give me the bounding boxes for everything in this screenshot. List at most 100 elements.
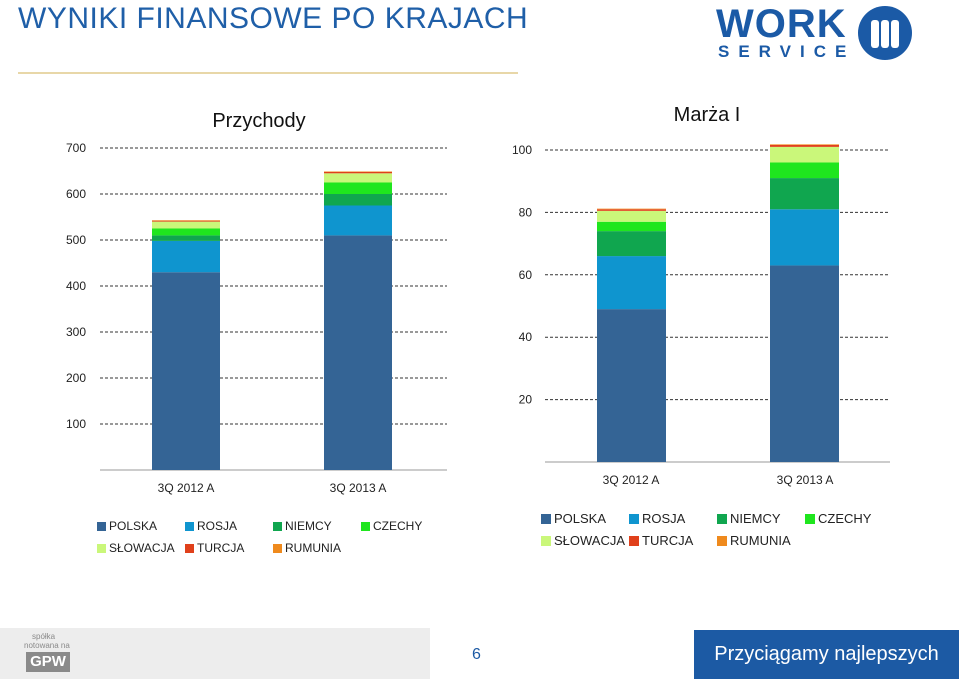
legend-item-polska: POLSKA xyxy=(97,519,157,533)
y-tick-label: 100 xyxy=(66,417,86,431)
legend-item-turcja: TURCJA xyxy=(629,533,693,548)
bar-segment-niemcy xyxy=(152,235,220,241)
bar-segment-turcja xyxy=(152,220,220,222)
bar-segment-polska xyxy=(597,309,666,462)
y-tick-label: 100 xyxy=(512,143,532,157)
legend-swatch xyxy=(185,544,194,553)
x-tick-label: 3Q 2013 A xyxy=(777,473,834,487)
legend-swatch xyxy=(273,544,282,553)
y-tick-label: 80 xyxy=(519,205,533,219)
y-tick-label: 20 xyxy=(519,393,533,407)
legend-swatch xyxy=(361,522,370,531)
chart-title: Marża I xyxy=(674,104,741,126)
y-tick-label: 500 xyxy=(66,233,86,247)
bar-segment-rumunia xyxy=(597,208,666,210)
legend-swatch xyxy=(273,522,282,531)
bar-segment-turcja xyxy=(770,145,839,147)
legend-swatch xyxy=(717,536,727,546)
bar-segment-turcja xyxy=(324,171,392,174)
legend-swatch xyxy=(185,522,194,531)
bar-segment-niemcy xyxy=(770,178,839,210)
legend-item-rumunia: RUMUNIA xyxy=(717,533,791,548)
legend-label: POLSKA xyxy=(554,511,607,526)
logo-text-work: WORK xyxy=(716,2,847,46)
bar-segment-niemcy xyxy=(324,194,392,206)
work-service-logo: WORK SERVICE xyxy=(716,4,916,64)
bar-segment-turcja xyxy=(597,209,666,211)
legend-swatch xyxy=(717,514,727,524)
bar-segment-słowacja xyxy=(152,221,220,229)
y-tick-label: 60 xyxy=(519,268,533,282)
bar-segment-słowacja xyxy=(597,210,666,222)
bar-segment-rosja xyxy=(152,240,220,273)
x-tick-label: 3Q 2013 A xyxy=(330,481,387,495)
legend-label: ROSJA xyxy=(197,519,238,533)
bar-segment-polska xyxy=(324,235,392,470)
legend-swatch xyxy=(97,544,106,553)
y-tick-label: 600 xyxy=(66,187,86,201)
legend-swatch xyxy=(541,514,551,524)
page-number: 6 xyxy=(472,646,481,663)
legend-label: CZECHY xyxy=(373,519,423,533)
bar-segment-niemcy xyxy=(597,231,666,257)
legend-label: POLSKA xyxy=(109,519,158,533)
title-underline xyxy=(18,72,518,74)
legend-label: CZECHY xyxy=(818,511,872,526)
legend-swatch xyxy=(805,514,815,524)
legend-item-czechy: CZECHY xyxy=(805,511,871,526)
legend-item-niemcy: NIEMCY xyxy=(273,519,332,533)
bar-segment-czechy xyxy=(597,221,666,232)
gpw-badge: spółka notowana na GPW xyxy=(22,632,74,676)
badge-line1: spółka xyxy=(32,632,56,641)
bar-segment-słowacja xyxy=(770,146,839,163)
legend-item-słowacja: SŁOWACJA xyxy=(97,541,175,555)
logo-text-service: SERVICE xyxy=(718,42,856,61)
bar-segment-rumunia xyxy=(324,171,392,172)
x-tick-label: 3Q 2012 A xyxy=(603,473,660,487)
bar-segment-czechy xyxy=(770,162,839,179)
legend-swatch xyxy=(541,536,551,546)
bar-segment-rosja xyxy=(324,205,392,236)
legend-label: RUMUNIA xyxy=(730,533,791,548)
legend-item-rosja: ROSJA xyxy=(185,519,237,533)
legend-swatch xyxy=(629,536,639,546)
badge-gpw: GPW xyxy=(26,652,70,672)
charts-canvas: Przychody 100 200 300 400 500 600 700 3Q 2012 A 3… xyxy=(66,104,890,495)
bar-segment-polska xyxy=(770,265,839,462)
legend-label: TURCJA xyxy=(197,541,245,555)
bar-segment-rumunia xyxy=(152,220,220,221)
legend-item-polska: POLSKA xyxy=(541,511,606,526)
y-tick-label: 200 xyxy=(66,371,86,385)
legend-marza: POLSKA ROSJA NIEMCY CZECHY SŁOWACJA TURCJA RUM… xyxy=(541,511,901,561)
legend-label: TURCJA xyxy=(642,533,694,548)
legend-label: RUMUNIA xyxy=(285,541,341,555)
page-title: WYNIKI FINANSOWE PO KRAJACH xyxy=(18,2,529,35)
y-tick-label: 400 xyxy=(66,279,86,293)
legend-item-słowacja: SŁOWACJA xyxy=(541,533,625,548)
legend-label: NIEMCY xyxy=(730,511,781,526)
legend-label: NIEMCY xyxy=(285,519,332,533)
y-tick-label: 300 xyxy=(66,325,86,339)
chart-title: Przychody xyxy=(212,110,305,132)
bar-segment-polska xyxy=(152,272,220,470)
legend-item-czechy: CZECHY xyxy=(361,519,422,533)
bar-segment-słowacja xyxy=(324,173,392,183)
x-tick-label: 3Q 2012 A xyxy=(158,481,215,495)
bar-segment-czechy xyxy=(324,182,392,194)
bar-segment-rosja xyxy=(770,209,839,266)
bar-segment-rumunia xyxy=(770,144,839,146)
logo-mark-icon xyxy=(858,6,912,60)
legend-item-niemcy: NIEMCY xyxy=(717,511,781,526)
y-tick-label: 700 xyxy=(66,141,86,155)
bar-segment-czechy xyxy=(152,228,220,236)
badge-line2: notowana na xyxy=(24,641,70,650)
legend-item-rosja: ROSJA xyxy=(629,511,685,526)
legend-przychody: POLSKA ROSJA NIEMCY CZECHY SŁOWACJA TURCJA RUM… xyxy=(97,519,457,569)
legend-item-rumunia: RUMUNIA xyxy=(273,541,341,555)
bar-segment-rosja xyxy=(597,256,666,310)
legend-swatch xyxy=(629,514,639,524)
footer-band xyxy=(0,628,430,679)
legend-label: SŁOWACJA xyxy=(109,541,175,555)
y-tick-label: 40 xyxy=(519,330,533,344)
slogan-banner: Przyciągamy najlepszych xyxy=(694,630,959,679)
